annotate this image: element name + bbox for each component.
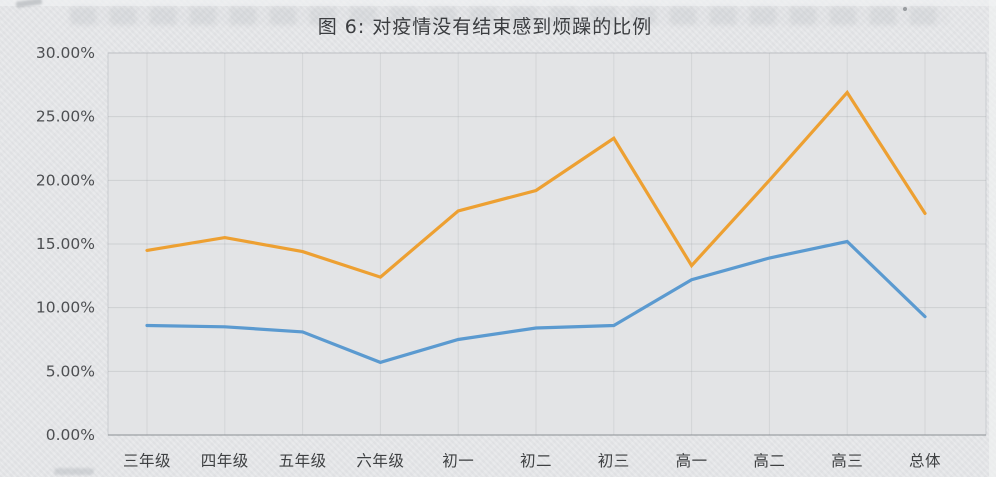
x-axis-category-label: 六年级 bbox=[356, 452, 404, 470]
y-axis-tick-label: 5.00% bbox=[46, 362, 95, 380]
x-axis-category-label: 初二 bbox=[520, 452, 552, 470]
y-axis-tick-label: 0.00% bbox=[46, 426, 95, 444]
x-axis-category-label: 高一 bbox=[676, 452, 708, 470]
x-axis-category-label: 高三 bbox=[831, 452, 863, 470]
x-axis-category-label: 五年级 bbox=[279, 452, 327, 470]
y-axis-tick-label: 25.00% bbox=[36, 108, 95, 126]
scan-dot-artifact bbox=[903, 7, 907, 11]
y-axis-tick-label: 20.00% bbox=[36, 171, 95, 189]
y-axis-tick-label: 10.00% bbox=[36, 299, 95, 317]
scan-bleedthrough-artifact bbox=[70, 7, 950, 25]
series-line-0 bbox=[145, 239, 927, 365]
paper-edge-top bbox=[0, 0, 996, 6]
x-axis-category-label: 初一 bbox=[442, 452, 474, 470]
paper-edge-right bbox=[989, 0, 996, 477]
x-axis-category-label: 高二 bbox=[753, 452, 785, 470]
chart-title: 图 6: 对疫情没有结束感到烦躁的比例 bbox=[317, 16, 653, 38]
x-axis-category-label: 四年级 bbox=[201, 452, 249, 470]
series-line-1 bbox=[145, 89, 927, 279]
y-axis-tick-label: 15.00% bbox=[36, 235, 95, 253]
x-axis-category-label: 三年级 bbox=[123, 452, 171, 470]
y-axis-tick-label: 30.00% bbox=[36, 44, 95, 62]
x-axis-category-label: 初三 bbox=[598, 452, 630, 470]
scan-smudge-bottomleft bbox=[54, 468, 94, 475]
x-axis-category-label: 总体 bbox=[909, 452, 941, 470]
